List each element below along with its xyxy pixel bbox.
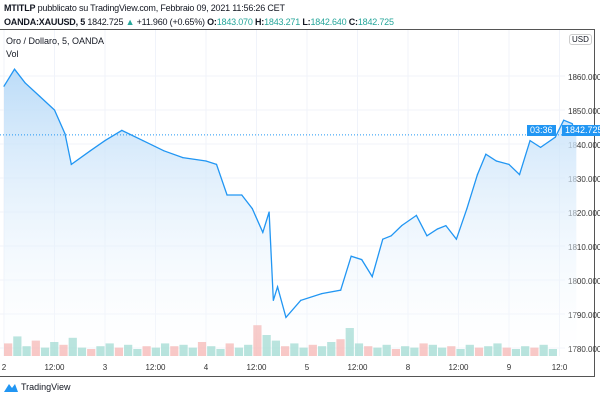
chart-legend: Oro / Dollaro, 5, OANDA Vol — [6, 36, 104, 62]
x-tick-label: 12:00 — [246, 363, 267, 372]
price-point — [401, 225, 403, 227]
publish-info: MTITLP pubblicato su TradingView.com, Fe… — [4, 3, 285, 13]
y-tick-label: 1840.000 — [568, 141, 600, 150]
price-point — [436, 228, 439, 230]
price-point — [226, 194, 228, 196]
price-point — [350, 255, 352, 257]
x-tick-label: 12:00 — [347, 363, 368, 372]
x-tick-label: 12:0 — [552, 363, 568, 372]
price-point — [268, 211, 270, 213]
x-tick-label: 12:00 — [145, 363, 166, 372]
price-point — [382, 238, 384, 240]
x-tick-label: 3 — [103, 363, 108, 372]
price-point — [445, 225, 447, 227]
x-tick-label: 9 — [507, 363, 512, 372]
chart-frame — [0, 29, 595, 377]
price-point — [390, 235, 392, 237]
price-point — [300, 299, 302, 301]
y-tick-label: 1780.000 — [568, 345, 600, 354]
published-text: pubblicato su TradingView.com, Febbraio … — [37, 3, 285, 13]
y-tick-label: 1820.000 — [568, 209, 600, 218]
price-point — [466, 208, 468, 210]
last-price-label: 1842.725 — [562, 125, 600, 136]
price-point — [415, 214, 418, 216]
price-point — [39, 95, 41, 97]
price-point — [455, 238, 457, 240]
price-area — [4, 69, 577, 356]
y-tick-label: 1790.000 — [568, 311, 600, 320]
currency-button[interactable]: USD — [569, 34, 592, 45]
o-label: O: — [207, 17, 217, 27]
price-point — [321, 293, 323, 295]
price-point — [121, 129, 123, 131]
price-point — [241, 194, 243, 196]
open: 1843.070 — [216, 17, 253, 27]
y-tick-label: 1800.000 — [568, 277, 600, 286]
price-point — [215, 163, 218, 165]
low: 1842.640 — [310, 17, 347, 27]
price-point — [518, 174, 521, 176]
price-point — [205, 160, 207, 162]
price-point — [53, 109, 56, 111]
y-tick-label: 1830.000 — [568, 175, 600, 184]
tradingview-logo-icon — [4, 384, 18, 392]
series-title: Oro / Dollaro, 5, OANDA — [6, 36, 105, 46]
price-point — [563, 119, 565, 121]
c-label: C: — [348, 17, 358, 27]
x-tick-label: 8 — [406, 363, 411, 372]
price-point — [64, 133, 66, 135]
x-tick-label: 12:00 — [448, 363, 469, 372]
y-tick-label: 1860.000 — [568, 73, 600, 82]
price-point — [142, 140, 144, 142]
price-point — [276, 286, 279, 288]
price-point — [89, 150, 91, 152]
price-point — [485, 153, 487, 155]
price-point — [272, 299, 274, 301]
bar-countdown: 03:36 — [527, 125, 556, 136]
price-point — [476, 174, 479, 176]
last-price: 1842.725 — [87, 17, 124, 27]
price-point — [495, 160, 497, 162]
price-point — [361, 259, 363, 261]
ohlc-bar: OANDA:XAUUSD, 5 1842.725 ▲ +11.960 (+0.6… — [4, 17, 394, 27]
price-point — [104, 140, 106, 142]
author: MTITLP — [4, 3, 36, 13]
close: 1842.725 — [357, 17, 394, 27]
price-point — [529, 140, 531, 142]
symbol: OANDA:XAUUSD, 5 — [4, 17, 86, 27]
tradingview-logo[interactable]: TradingView — [4, 382, 71, 392]
price-point — [3, 85, 5, 87]
price-point — [182, 157, 184, 159]
price-point — [163, 150, 165, 152]
price-point — [251, 208, 253, 210]
price-point — [554, 136, 556, 138]
price-point — [24, 82, 26, 84]
price-point — [571, 123, 573, 125]
price-point — [539, 146, 542, 148]
price-point — [426, 235, 428, 237]
price-point — [262, 231, 264, 233]
brand-name: TradingView — [21, 382, 71, 392]
price-point — [285, 316, 287, 318]
price-point — [70, 163, 72, 165]
x-tick-label: 2 — [2, 363, 7, 372]
l-label: L: — [302, 17, 311, 27]
high: 1843.271 — [264, 17, 301, 27]
up-arrow-icon: ▲ — [125, 17, 135, 27]
price-point — [13, 68, 16, 70]
volume-label: Vol — [6, 49, 19, 59]
x-tick-label: 12:00 — [44, 363, 65, 372]
y-tick-label: 1850.000 — [568, 107, 600, 116]
change: +11.960 (+0.65%) — [136, 17, 205, 27]
x-tick-label: 5 — [305, 363, 310, 372]
price-point — [508, 163, 510, 165]
price-point — [371, 276, 373, 278]
y-tick-label: 1810.000 — [568, 243, 600, 252]
x-tick-label: 4 — [204, 363, 209, 372]
h-label: H: — [255, 17, 265, 27]
price-point — [340, 289, 342, 291]
